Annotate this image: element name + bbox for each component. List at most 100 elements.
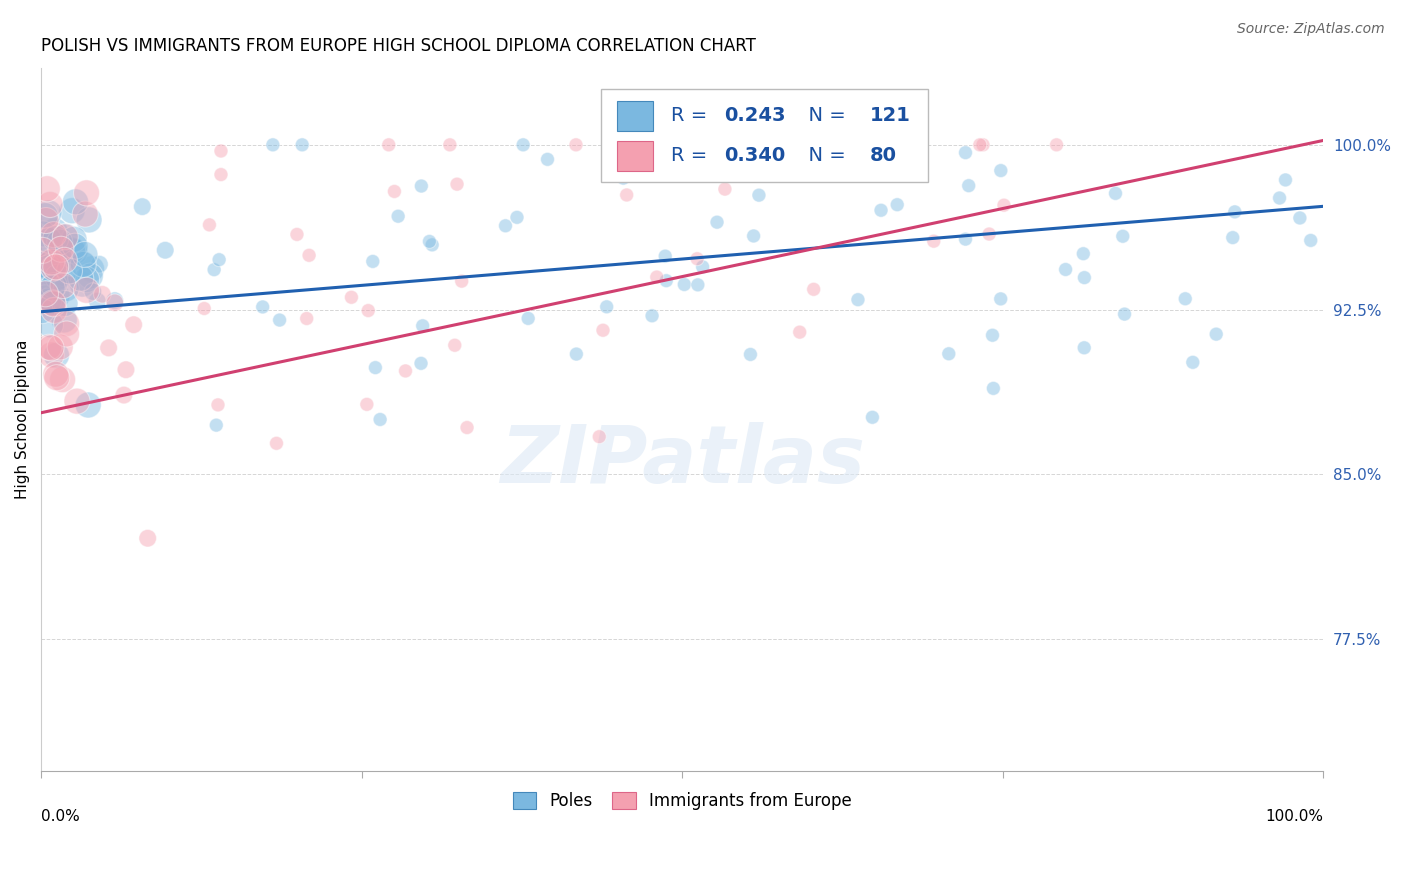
Point — [740, 347, 762, 361]
Point — [136, 531, 159, 545]
Point — [993, 198, 1015, 212]
Point — [686, 277, 709, 292]
Point — [495, 219, 517, 233]
Point — [890, 137, 912, 152]
Point — [612, 171, 634, 186]
Text: POLISH VS IMMIGRANTS FROM EUROPE HIGH SCHOOL DIPLOMA CORRELATION CHART: POLISH VS IMMIGRANTS FROM EUROPE HIGH SC… — [41, 37, 756, 55]
Point — [37, 294, 59, 309]
Point — [55, 229, 77, 244]
Point — [72, 256, 94, 270]
Point — [37, 182, 59, 196]
Point — [202, 262, 225, 277]
Point — [76, 186, 98, 200]
Point — [72, 257, 94, 271]
Point — [53, 253, 76, 268]
Point — [877, 147, 900, 161]
Point — [886, 197, 908, 211]
Point — [922, 234, 945, 248]
Point — [742, 229, 765, 244]
Point — [377, 137, 399, 152]
Text: 121: 121 — [869, 106, 910, 125]
Point — [207, 398, 229, 412]
Point — [1174, 292, 1197, 306]
Point — [1054, 262, 1077, 277]
Point — [456, 420, 478, 434]
Point — [46, 289, 69, 303]
FancyBboxPatch shape — [602, 89, 928, 182]
Point — [295, 311, 318, 326]
Point — [38, 233, 60, 247]
Point — [31, 278, 53, 293]
Point — [63, 244, 86, 259]
Point — [131, 200, 153, 214]
Point — [536, 153, 558, 167]
Point — [1071, 246, 1094, 260]
Point — [38, 255, 60, 269]
Point — [1274, 173, 1296, 187]
Point — [983, 381, 1005, 395]
Point — [955, 232, 977, 246]
Point — [46, 270, 69, 285]
Point — [45, 260, 67, 274]
Point — [596, 300, 619, 314]
Point — [1104, 186, 1126, 201]
Text: ZIPatlas: ZIPatlas — [499, 423, 865, 500]
Point — [76, 283, 98, 297]
Point — [409, 356, 432, 370]
Point — [1181, 355, 1204, 369]
Point — [79, 268, 101, 283]
Bar — [617, 101, 652, 130]
Point — [706, 215, 728, 229]
Point — [35, 213, 58, 227]
Point — [439, 137, 461, 152]
Point — [1222, 230, 1244, 244]
Text: 0.243: 0.243 — [724, 106, 786, 125]
Point — [51, 373, 73, 387]
Bar — [617, 141, 652, 170]
Point — [789, 325, 811, 339]
Point — [44, 224, 66, 238]
Point — [38, 340, 60, 354]
Point — [38, 206, 60, 220]
Point — [42, 296, 65, 310]
Point — [841, 137, 863, 152]
Point — [49, 340, 72, 354]
Point — [418, 235, 440, 249]
Point — [45, 232, 67, 246]
Point — [104, 295, 127, 310]
Point — [506, 211, 529, 225]
Point — [990, 292, 1012, 306]
Point — [446, 177, 468, 191]
Point — [55, 326, 77, 341]
Point — [193, 301, 215, 316]
Point — [65, 194, 87, 209]
Point — [39, 348, 62, 362]
Point — [972, 137, 994, 152]
Point — [34, 286, 56, 301]
Point — [686, 137, 709, 152]
Point — [31, 227, 53, 241]
Point — [846, 293, 869, 307]
Point — [45, 255, 67, 269]
Point — [31, 303, 53, 318]
Point — [97, 341, 120, 355]
Point — [592, 323, 614, 337]
Point — [1205, 327, 1227, 342]
Point — [42, 278, 65, 293]
Point — [86, 294, 108, 309]
Point — [49, 235, 72, 249]
Point — [565, 137, 588, 152]
Point — [41, 292, 63, 306]
Point — [384, 185, 406, 199]
Point — [655, 274, 678, 288]
Text: 0.340: 0.340 — [724, 146, 786, 165]
Point — [46, 252, 69, 267]
Point — [34, 209, 56, 223]
Point — [627, 137, 650, 152]
Point — [76, 272, 98, 286]
Y-axis label: High School Diploma: High School Diploma — [15, 340, 30, 499]
Point — [252, 300, 274, 314]
Point — [209, 168, 232, 182]
Legend: Poles, Immigrants from Europe: Poles, Immigrants from Europe — [508, 787, 856, 815]
Point — [869, 166, 891, 180]
